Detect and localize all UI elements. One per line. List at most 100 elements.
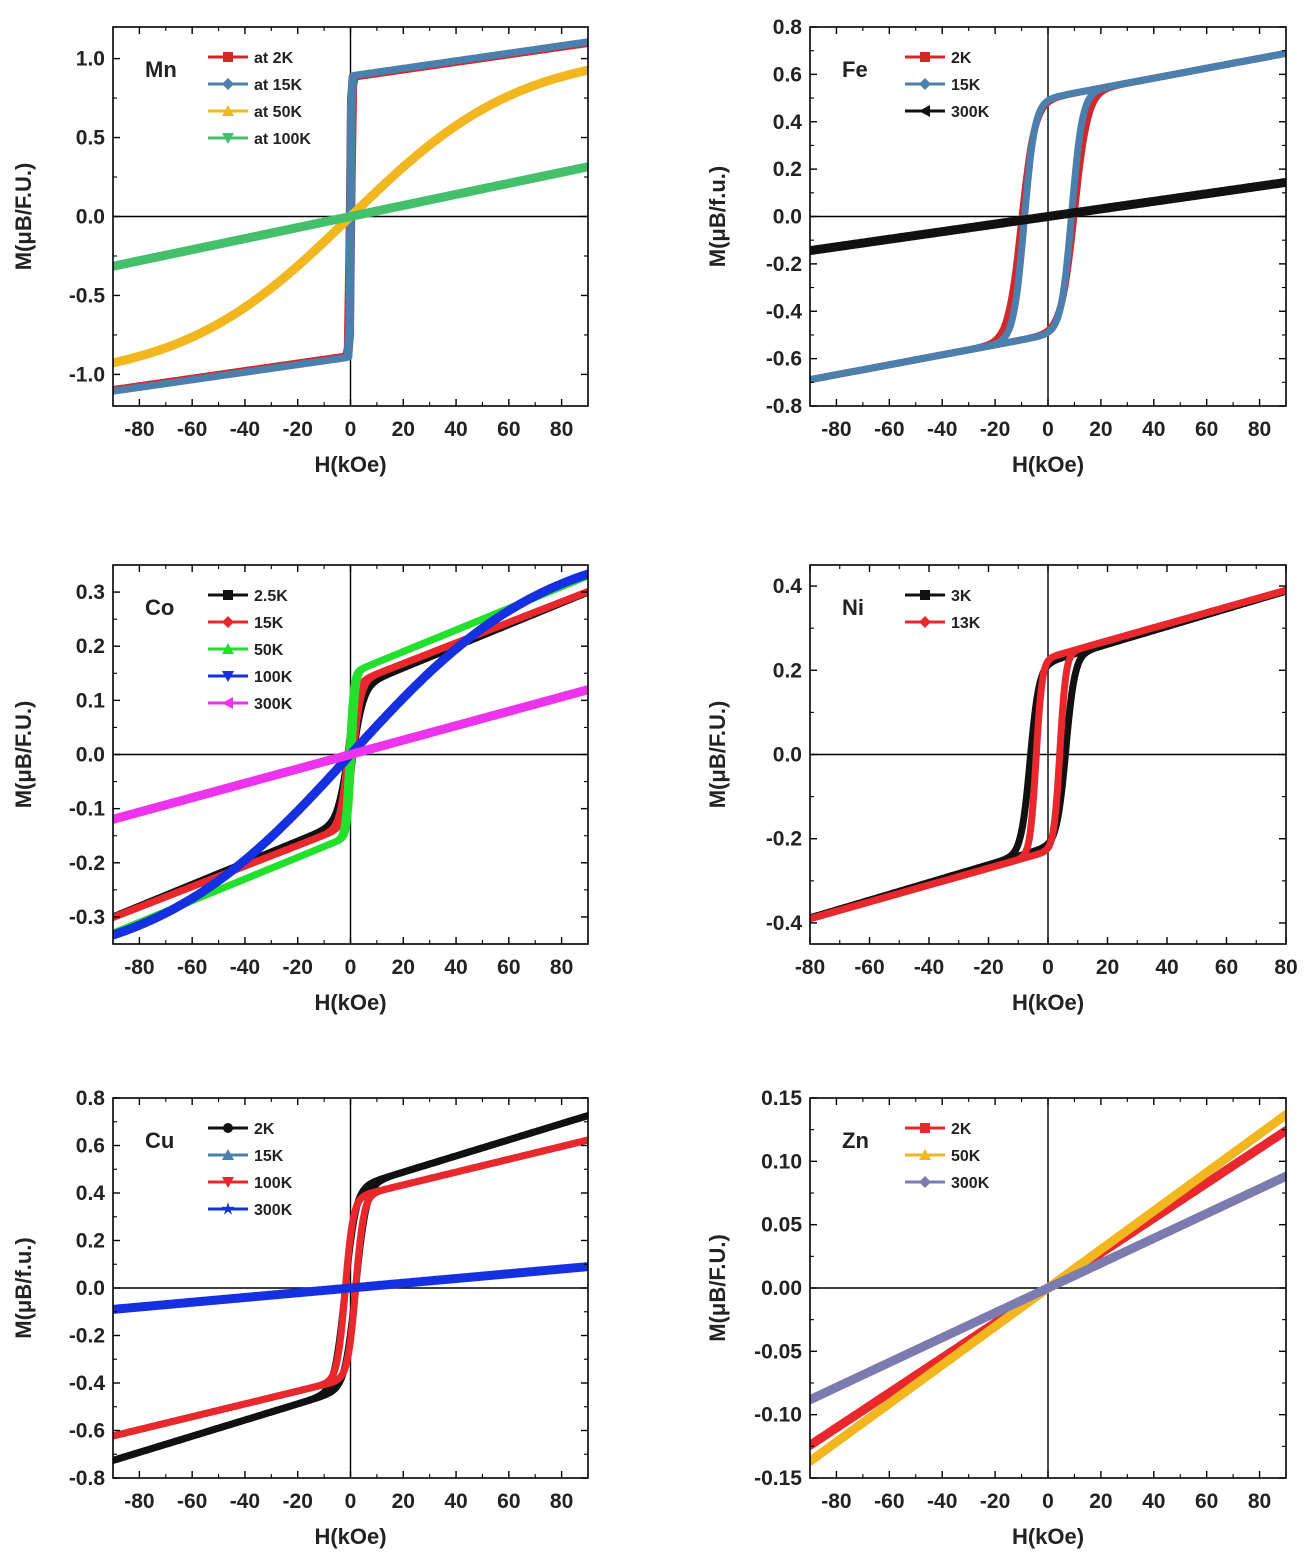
- y-tick-label: -0.4: [69, 1372, 106, 1395]
- legend-item: 15K: [208, 615, 284, 632]
- y-tick-label: 0.2: [773, 659, 802, 682]
- legend-item: 2K: [905, 50, 972, 67]
- series-group: [113, 38, 588, 395]
- series-line-100k: [113, 1136, 588, 1440]
- legend-item: at 15K: [208, 77, 302, 94]
- y-tick-label: -1.0: [69, 363, 105, 386]
- y-tick-label: -0.1: [69, 798, 106, 821]
- x-tick-label: -60: [854, 956, 884, 979]
- y-tick-label: 0.2: [76, 1230, 105, 1253]
- x-tick-label: 60: [497, 956, 520, 979]
- x-tick-label: -80: [795, 956, 825, 979]
- legend-label: 2K: [951, 1121, 972, 1138]
- x-tick-label: -80: [821, 418, 851, 441]
- legend-marker: [920, 1123, 930, 1133]
- legend-marker: [222, 133, 234, 144]
- legend-item: at 50K: [208, 104, 302, 121]
- legend-label: at 100K: [254, 131, 311, 148]
- x-tick-label: 60: [497, 418, 520, 441]
- y-tick-label: 0.0: [773, 744, 802, 767]
- legend-marker: [223, 590, 233, 600]
- y-tick-label: 0.4: [76, 1182, 106, 1205]
- y-tick-label: -0.6: [766, 348, 802, 371]
- y-tick-label: 0.4: [773, 575, 803, 598]
- legend-marker: [222, 616, 234, 628]
- x-tick-label: -20: [283, 418, 313, 441]
- y-tick-label: 0.6: [773, 63, 802, 86]
- x-tick-label: 80: [1274, 956, 1297, 979]
- legend-label: 100K: [254, 669, 293, 686]
- x-tick-label: 60: [1215, 956, 1238, 979]
- series-line-at-15k: [113, 38, 588, 395]
- y-tick-label: -0.2: [766, 828, 802, 851]
- chart-panel-fe: -80 -60 -40 -20 0 20 40 60 80 -0.8 -0.6 -0.4 -0.2 0.0…: [705, 16, 1287, 477]
- legend-label: 300K: [254, 696, 293, 713]
- panel-label: Zn: [842, 1128, 869, 1153]
- x-tick-label: 20: [392, 418, 415, 441]
- legend-item: 300K: [905, 104, 990, 121]
- x-tick-label: 80: [1248, 1490, 1271, 1513]
- x-axis-label: H(kOe): [1012, 990, 1084, 1015]
- legend-marker: [222, 697, 233, 709]
- x-tick-label: 40: [1142, 1490, 1165, 1513]
- x-tick-label: -40: [230, 956, 260, 979]
- legend-label: 15K: [254, 615, 284, 632]
- x-tick-label: -20: [980, 418, 1010, 441]
- x-axis-label: H(kOe): [1012, 452, 1084, 477]
- legend-marker: [920, 52, 930, 62]
- legend-item: 50K: [208, 642, 284, 659]
- y-tick-label: -0.6: [69, 1420, 105, 1443]
- legend-label: at 2K: [254, 50, 294, 67]
- legend-item: at 100K: [208, 131, 311, 148]
- y-tick-label: 0.6: [76, 1135, 105, 1158]
- legend-item: at 2K: [208, 50, 294, 67]
- x-tick-label: -40: [230, 418, 260, 441]
- legend-label: 15K: [254, 1148, 284, 1165]
- y-tick-label: -0.3: [69, 906, 105, 929]
- x-tick-label: 20: [392, 1490, 415, 1513]
- x-tick-label: 80: [550, 956, 573, 979]
- legend-label: 13K: [951, 615, 981, 632]
- x-tick-label: -80: [821, 1490, 851, 1513]
- x-tick-label: -60: [874, 1490, 904, 1513]
- legend-item: 2K: [208, 1121, 275, 1138]
- legend-label: at 50K: [254, 104, 302, 121]
- x-tick-label: 60: [1195, 1490, 1218, 1513]
- series-group: [810, 1110, 1286, 1466]
- x-tick-label: 40: [444, 418, 467, 441]
- x-tick-label: 0: [1042, 418, 1054, 441]
- y-tick-label: -0.4: [766, 912, 803, 935]
- legend-item: 2.5K: [208, 588, 288, 605]
- legend-label: 50K: [254, 642, 284, 659]
- x-tick-label: -20: [283, 956, 313, 979]
- y-tick-label: 0.4: [773, 111, 803, 134]
- legend-label: 2K: [254, 1121, 275, 1138]
- x-tick-label: -60: [177, 1490, 207, 1513]
- x-tick-label: 80: [1248, 418, 1271, 441]
- x-tick-label: -40: [230, 1490, 260, 1513]
- y-axis-label: M(μB/F.U.): [705, 701, 730, 809]
- y-tick-label: 0.0: [773, 206, 802, 229]
- x-tick-label: -80: [124, 418, 154, 441]
- panel-label: Cu: [145, 1128, 174, 1153]
- y-tick-label: -0.4: [766, 300, 803, 323]
- legend-label: 3K: [951, 588, 972, 605]
- x-tick-label: 40: [1142, 418, 1165, 441]
- series-line-300k: [113, 685, 588, 824]
- series-group: [810, 49, 1286, 384]
- panel-label: Mn: [145, 57, 177, 82]
- chart-panel-ni: -80 -60 -40 -20 0 20 40 60 80 -0.4 -0.2 0.0 0.2 0.4 H(…: [705, 564, 1298, 1015]
- legend-marker: [222, 78, 234, 90]
- legend-item: 2K: [905, 1121, 972, 1138]
- y-tick-label: -0.2: [69, 1325, 105, 1348]
- chart-panel-zn: -80 -60 -40 -20 0 20 40 60 80 -0.15 -0.10 -0.05 0.00…: [705, 1087, 1287, 1549]
- x-axis-label: H(kOe): [314, 452, 386, 477]
- series-group: [810, 586, 1286, 923]
- legend-marker: [222, 1149, 234, 1160]
- y-tick-label: 0.2: [773, 158, 802, 181]
- legend-marker: [919, 78, 931, 90]
- y-tick-label: -0.2: [69, 852, 105, 875]
- series-group: [113, 1112, 588, 1464]
- x-tick-label: -40: [914, 956, 944, 979]
